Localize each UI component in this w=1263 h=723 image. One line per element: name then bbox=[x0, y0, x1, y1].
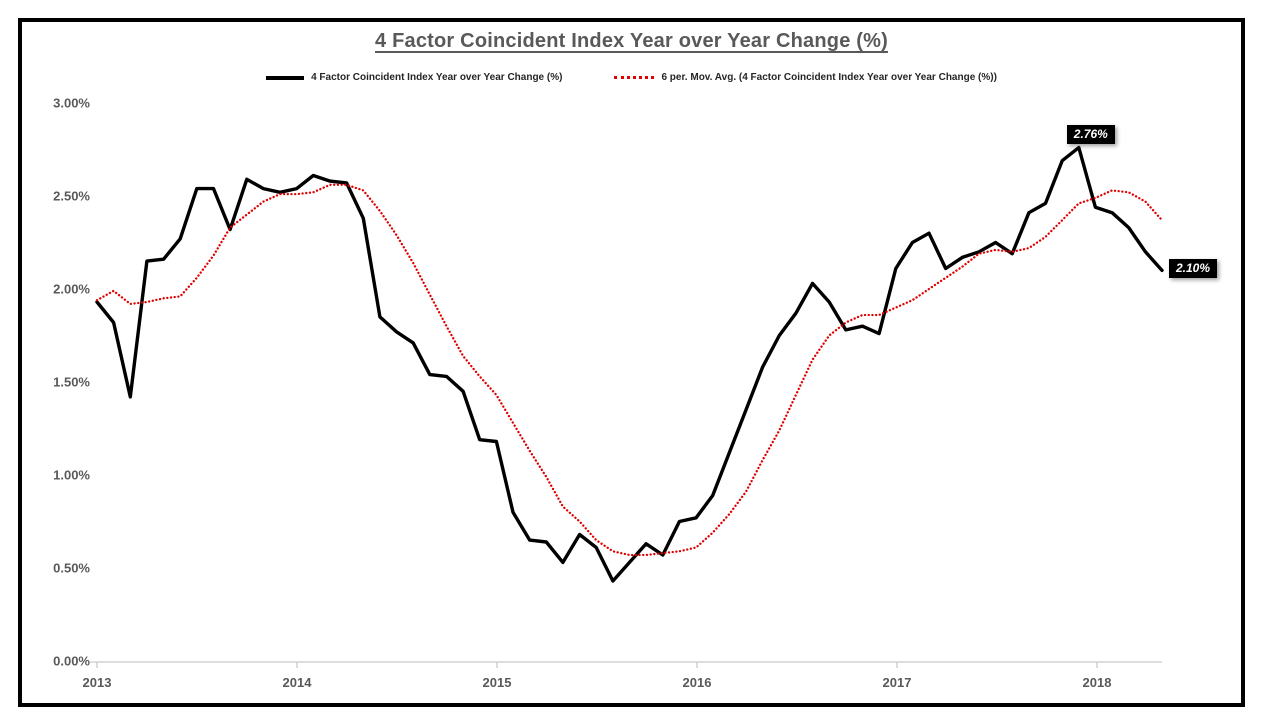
y-axis-label: 3.00% bbox=[53, 95, 90, 111]
chart-outer-border bbox=[18, 18, 1245, 707]
data-callout-2018-05: 2.10% bbox=[1169, 259, 1218, 279]
x-axis-label: 2013 bbox=[82, 675, 112, 690]
legend-item-main-series: 4 Factor Coincident Index Year over Year… bbox=[266, 72, 562, 83]
y-axis-label: 0.00% bbox=[53, 653, 90, 669]
chart-title: 4 Factor Coincident Index Year over Year… bbox=[375, 30, 888, 52]
series-line-main bbox=[95, 145, 1164, 583]
x-axis-label: 2017 bbox=[882, 675, 912, 690]
legend-label-main-series: 4 Factor Coincident Index Year over Year… bbox=[311, 72, 563, 83]
y-axis-label: 0.50% bbox=[53, 560, 90, 576]
dotted-line-swatch-icon bbox=[614, 76, 655, 79]
y-axis-label: 1.50% bbox=[53, 374, 90, 390]
legend: 4 Factor Coincident Index Year over Year… bbox=[0, 72, 1263, 83]
legend-item-moving-average: 6 per. Mov. Avg. (4 Factor Coincident In… bbox=[614, 72, 997, 83]
y-axis-label: 2.50% bbox=[53, 188, 90, 204]
series-line-moving-average bbox=[95, 183, 1164, 557]
data-callout-2017-12: 2.76% bbox=[1066, 124, 1115, 144]
y-axis-label: 2.00% bbox=[53, 281, 90, 297]
solid-line-swatch-icon bbox=[266, 75, 305, 80]
x-axis-label: 2015 bbox=[482, 675, 512, 690]
y-axis-label: 1.00% bbox=[53, 467, 90, 483]
x-axis-label: 2016 bbox=[682, 675, 712, 690]
legend-label-moving-average: 6 per. Mov. Avg. (4 Factor Coincident In… bbox=[661, 72, 997, 83]
x-axis-label: 2014 bbox=[282, 675, 312, 690]
x-axis-label: 2018 bbox=[1082, 675, 1112, 690]
